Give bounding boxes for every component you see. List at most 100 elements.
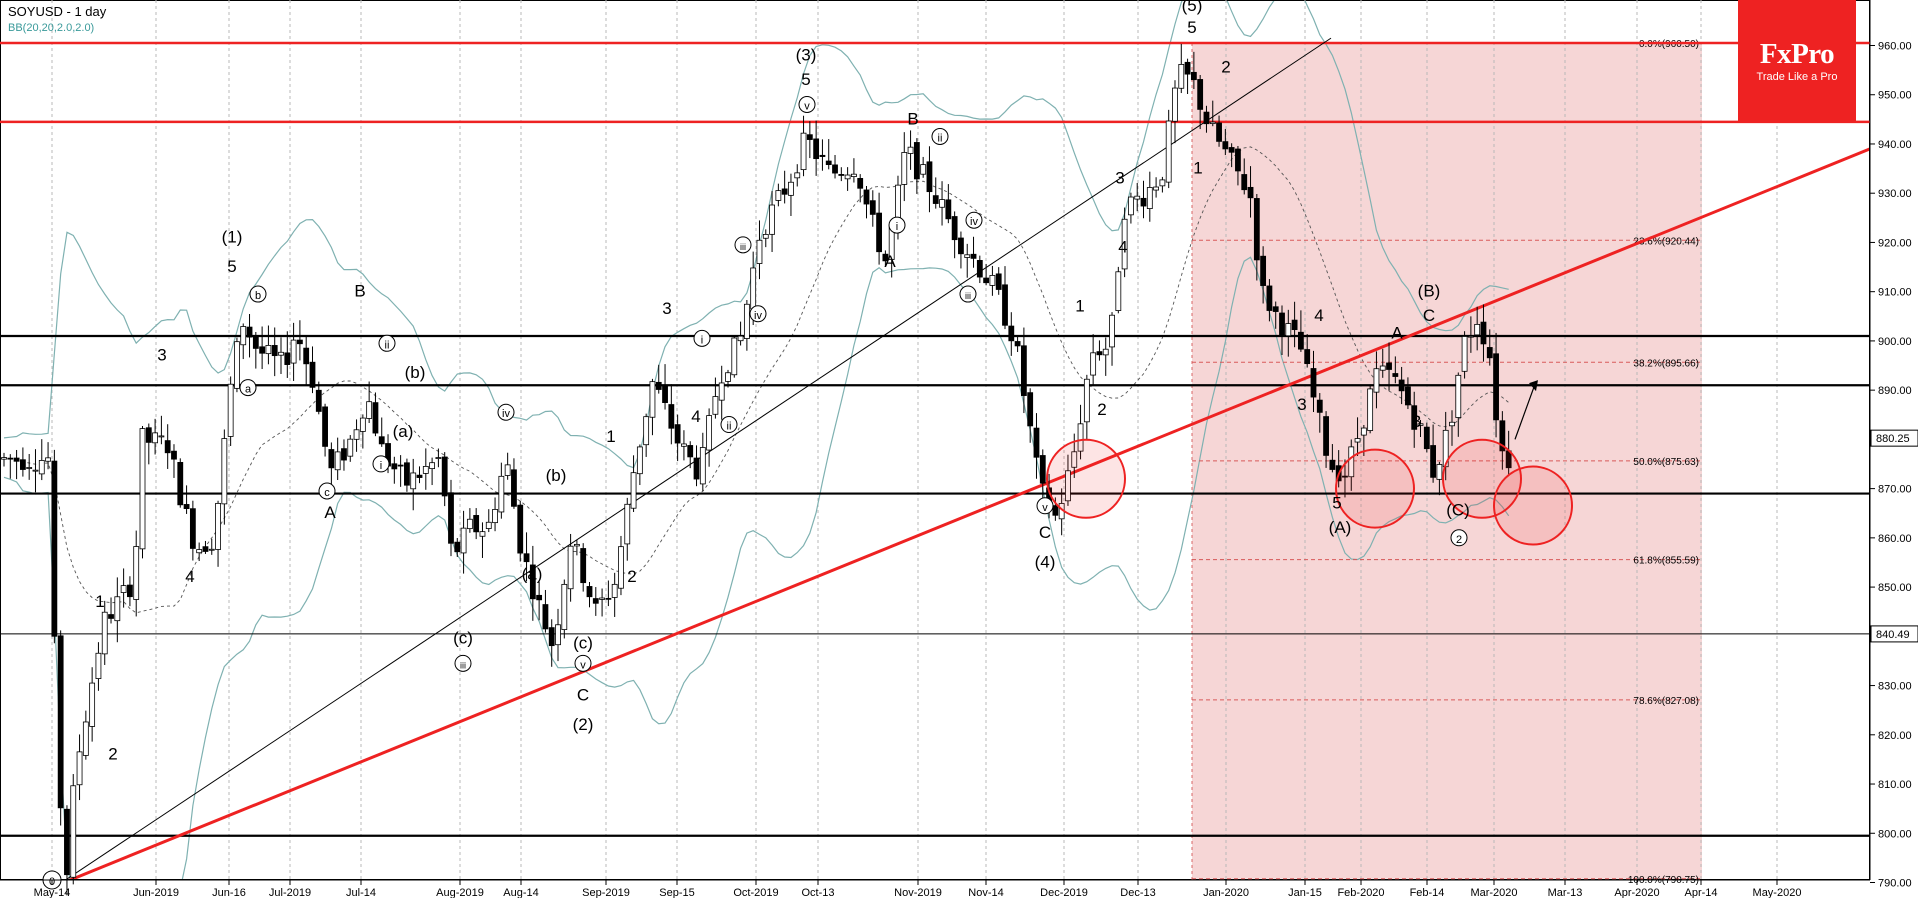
bb-lower: [3, 256, 1510, 879]
wave-label-text: C: [577, 685, 589, 704]
candle: [252, 331, 259, 369]
candle-body: [567, 545, 574, 590]
candle-body: [1392, 373, 1399, 377]
candle: [555, 608, 561, 662]
wave-label-ring: [497, 403, 515, 421]
candle: [120, 568, 127, 608]
candle: [529, 545, 536, 621]
candle: [410, 458, 417, 511]
candle-body: [1190, 71, 1197, 81]
candle: [303, 336, 310, 386]
candle-body: [542, 604, 549, 630]
wave-label-text: i: [701, 334, 703, 346]
y-tick-label: 790.00: [1878, 878, 1912, 890]
wave-label-text: 5: [801, 70, 810, 89]
wave-label-text: iii: [460, 660, 466, 670]
wave-label-text: (5): [1182, 0, 1203, 15]
candle-body: [152, 432, 158, 444]
x-tick-label: Jul-14: [346, 887, 376, 898]
candle-body: [649, 381, 656, 418]
wave-label-text: 4: [185, 567, 194, 586]
candle: [441, 452, 448, 507]
wave-label-text: ii: [385, 339, 390, 351]
candle-body: [636, 446, 643, 475]
highlight-circle: [1493, 465, 1573, 546]
wave-label-text: (c): [573, 634, 593, 653]
fib-label: 78.6%(827.08): [1633, 696, 1699, 707]
candle: [202, 540, 209, 554]
wave-label-text: iv: [970, 216, 978, 228]
candle-body: [1342, 475, 1348, 478]
candle-body: [1002, 284, 1008, 326]
candle-body: [353, 429, 360, 440]
candle-body: [964, 254, 971, 258]
wave-label: 5: [227, 257, 236, 276]
candle: [511, 458, 517, 509]
candle: [429, 457, 436, 486]
candle-body: [1083, 378, 1090, 423]
candle: [825, 139, 832, 170]
wave-label: i: [372, 455, 390, 473]
wave-label-ring: [239, 379, 257, 397]
wave-label: C: [577, 685, 589, 704]
candle: [1172, 80, 1178, 144]
candle-body: [1417, 423, 1424, 426]
candle: [1235, 146, 1241, 186]
logo-tagline: Trade Like a Pro: [1756, 71, 1838, 83]
wave-label-text: C: [1039, 523, 1051, 542]
candle-body: [1121, 218, 1128, 270]
wave-label: 1: [1075, 296, 1084, 315]
candle-body: [788, 181, 794, 196]
candle: [592, 587, 599, 616]
candle-body: [404, 462, 410, 486]
fib-label: 38.2%(895.66): [1633, 358, 1699, 369]
wave-label: i: [888, 216, 906, 234]
highlight-circle: [1046, 438, 1126, 519]
candle-body: [76, 751, 83, 786]
candle: [731, 335, 738, 378]
y-tick-label: 850.00: [1878, 582, 1912, 594]
wave-label-text: 5: [1332, 493, 1341, 512]
candle-body: [391, 463, 398, 470]
candle: [1216, 115, 1222, 147]
wave-label-ring: [372, 455, 390, 473]
candle: [939, 181, 945, 226]
candle: [1461, 331, 1468, 379]
wave-label: 2: [1450, 529, 1468, 547]
wave-label: (3): [796, 45, 817, 64]
wave-label-text: 3: [157, 346, 166, 365]
x-tick-label: Nov-2019: [894, 887, 942, 898]
candle: [976, 255, 983, 284]
candle-body: [221, 438, 228, 505]
candle-body: [995, 273, 1002, 290]
wave-label: i: [693, 329, 711, 347]
wave-label: iv: [965, 211, 983, 229]
candle: [1134, 182, 1141, 212]
forecast-arrow: [1514, 380, 1538, 440]
wave-label-ring: [454, 654, 472, 672]
candle: [548, 619, 555, 667]
wave-label-ring: [965, 211, 983, 229]
candle-body: [806, 134, 813, 140]
candle-body: [498, 475, 505, 513]
candle: [416, 466, 423, 484]
candle-body: [1253, 198, 1260, 261]
candle: [1115, 266, 1122, 314]
candle: [1430, 424, 1437, 483]
wave-label-text: A: [324, 503, 336, 522]
candle: [636, 444, 643, 486]
candle-body: [32, 469, 39, 472]
wave-label: 4: [691, 407, 700, 426]
candle-body: [743, 303, 750, 339]
candle-body: [674, 424, 681, 444]
candle: [1266, 279, 1273, 322]
candle-body: [448, 492, 454, 544]
candle-body: [139, 428, 146, 550]
wave-label: iv: [497, 403, 515, 421]
candle-body: [466, 518, 473, 530]
candle-body: [605, 597, 612, 600]
wave-label-text: 1: [95, 592, 104, 611]
wave-label: 1: [606, 427, 615, 446]
candle-body: [265, 345, 272, 355]
